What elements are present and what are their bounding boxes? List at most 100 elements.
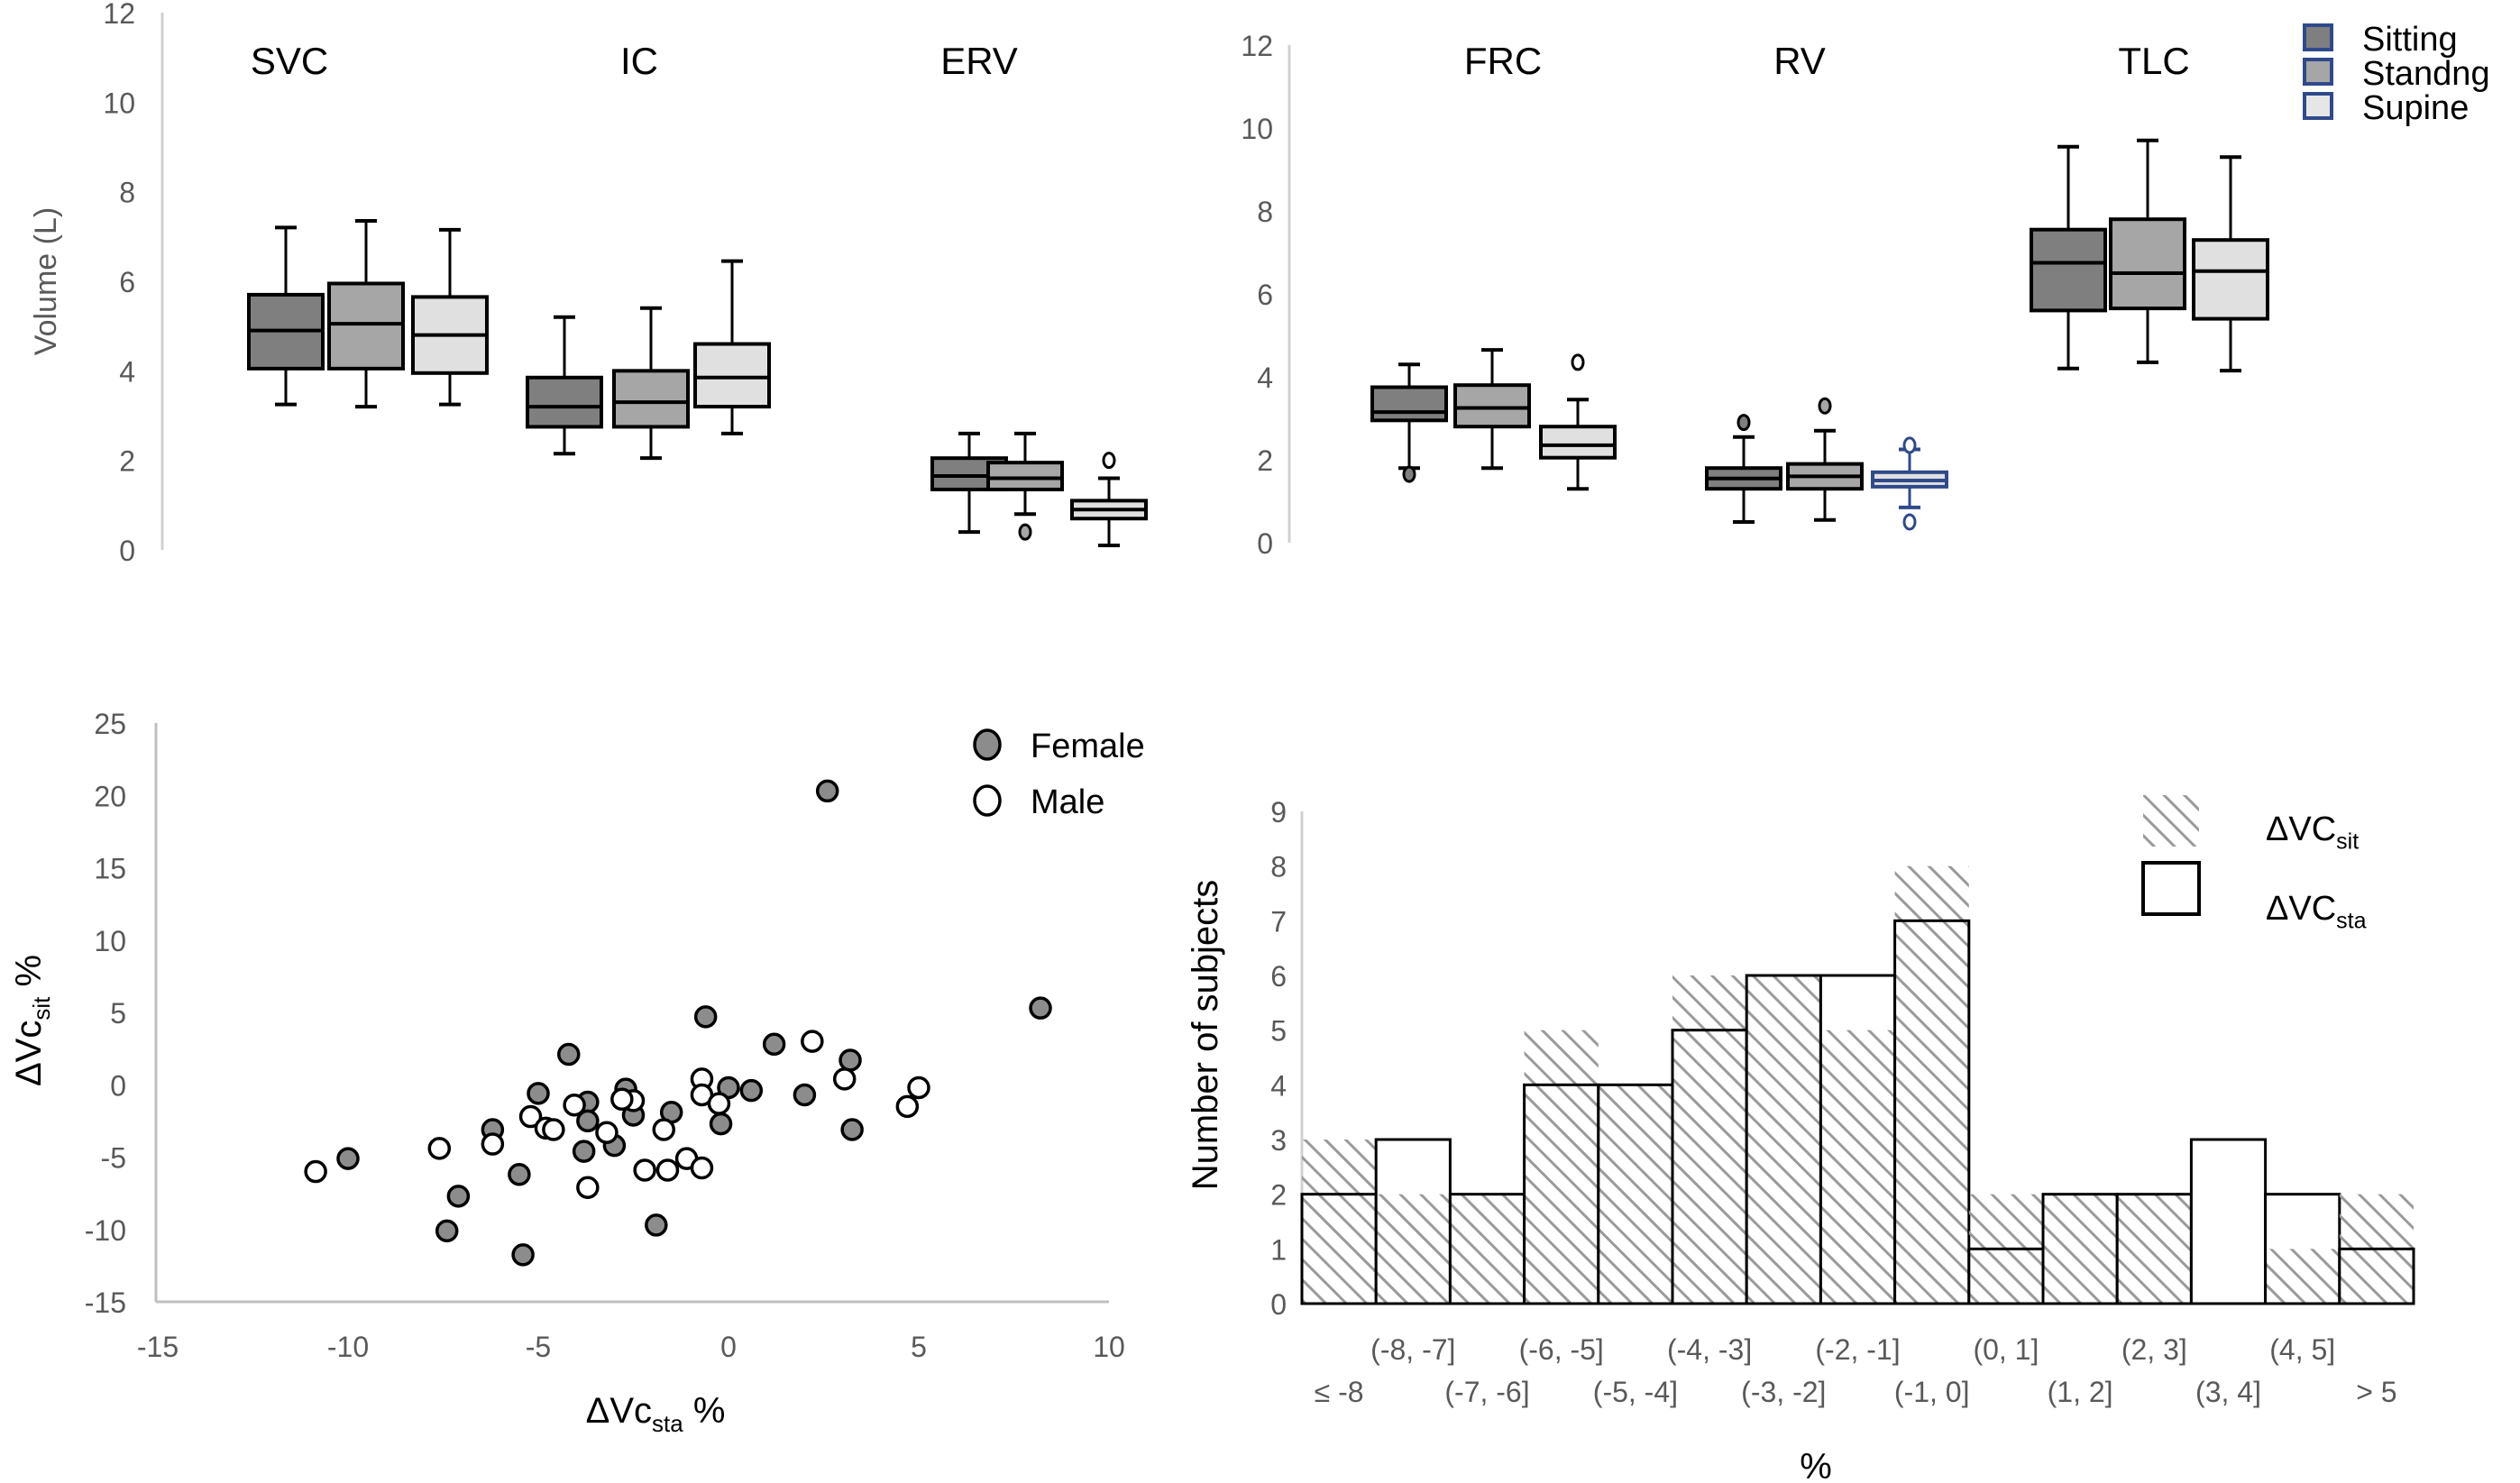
box-SVC-Sitting — [247, 225, 325, 407]
legend-swatch-sit — [2143, 795, 2199, 847]
legend-label-sit: ΔVCsit — [2266, 810, 2359, 855]
y-tick-label: 3 — [1270, 1124, 1287, 1157]
y-tick-label: 12 — [1241, 30, 1273, 62]
y-tick-label: 0 — [1270, 1288, 1287, 1321]
bar-sit — [1302, 1140, 1377, 1304]
bar-sit — [1746, 975, 1821, 1304]
point-female — [840, 1118, 864, 1141]
point-female — [739, 1078, 764, 1103]
box-iqr — [327, 281, 405, 371]
box-ERV-Standng — [986, 431, 1064, 541]
box-SVC-Standng — [327, 218, 405, 409]
legend-swatch-sta — [2141, 861, 2201, 916]
point-female — [336, 1147, 360, 1170]
x-tick-label: (0, 1] — [1973, 1333, 2039, 1366]
box-TLC-Standng — [2109, 138, 2186, 364]
point-male — [895, 1094, 920, 1119]
y-tick-label: 12 — [103, 0, 135, 30]
box-TLC-Sitting — [2030, 144, 2107, 371]
x-tick-label: ≤ -8 — [1315, 1376, 1364, 1408]
point-male — [576, 1176, 600, 1199]
point-female — [645, 1213, 668, 1237]
point-male — [304, 1159, 327, 1184]
y-tick-label: 10 — [94, 925, 126, 957]
bar-sta-fill — [2191, 1140, 2266, 1304]
bar-sit — [2117, 1194, 2192, 1304]
y-tick-label: 9 — [1270, 796, 1287, 828]
x-tick-label: (-8, -7] — [1370, 1333, 1455, 1366]
group-label: RV — [1773, 40, 1826, 82]
outlier-point — [1571, 353, 1585, 371]
box-IC-Standng — [612, 306, 690, 461]
box-iqr — [1539, 425, 1617, 460]
bar-sit — [1450, 1194, 1525, 1304]
y-tick-label: 0 — [110, 1069, 126, 1102]
box-iqr — [1453, 383, 1531, 429]
box-FRC-Sitting — [1370, 362, 1448, 483]
x-axis-title-sub: sta — [652, 1410, 683, 1437]
legend-label: Supine — [2362, 89, 2469, 127]
point-female — [511, 1243, 535, 1267]
x-tick-label: (1, 2] — [2048, 1376, 2113, 1408]
box-iqr — [1370, 385, 1448, 423]
y-axis-title: ΔVcsit % — [9, 955, 55, 1086]
x-tick-label: 5 — [911, 1331, 927, 1363]
x-tick-label: (4, 5] — [2269, 1333, 2335, 1366]
y-axis-title-main: ΔVc — [9, 1021, 49, 1086]
legend-swatch-Supine — [2303, 92, 2333, 120]
y-tick-label: -15 — [85, 1286, 126, 1319]
outlier-point — [1818, 397, 1832, 415]
y-tick-label: 20 — [94, 780, 126, 812]
y-tick-label: 15 — [94, 853, 126, 885]
y-tick-label: 1 — [1270, 1233, 1287, 1266]
histogram-panel: 0 1 2 3 4 5 6 7 8 9 ≤ -8(-8, -7] (-7, -6] (-6, -5] (-… — [1186, 795, 2415, 1483]
x-tick-label: (-7, -6] — [1444, 1376, 1529, 1408]
outlier-point — [1018, 523, 1032, 541]
group-label: ERV — [940, 40, 1018, 82]
y-tick-label: 0 — [1257, 527, 1273, 560]
y-axis-title: Number of subjects — [1186, 880, 1225, 1191]
boxplot-left-panel: 0 2 4 6 8 10 12 Volume (L) SVC IC ERV — [29, 0, 1148, 567]
point-female — [572, 1140, 596, 1163]
point-male — [655, 1158, 680, 1182]
x-tick-label: (-4, -3] — [1667, 1333, 1752, 1366]
y-tick-label: -5 — [101, 1142, 126, 1175]
y-tick-label: 5 — [1270, 1015, 1287, 1048]
box-iqr — [693, 342, 771, 409]
point-female — [508, 1163, 531, 1186]
box-IC-Supine — [693, 259, 771, 435]
x-tick-label: (-6, -5] — [1519, 1333, 1604, 1366]
y-tick-label: 4 — [1257, 362, 1273, 394]
box-iqr — [526, 375, 603, 429]
y-tick-label: 6 — [1270, 960, 1287, 993]
legend-marker-male — [973, 784, 1002, 817]
y-tick-label: 6 — [1257, 279, 1273, 311]
point-male — [907, 1076, 930, 1100]
point-female — [709, 1112, 733, 1136]
point-male — [801, 1030, 824, 1053]
point-female — [527, 1082, 550, 1105]
y-axis-title: Volume (L) — [29, 207, 63, 355]
outlier-point — [1902, 436, 1917, 454]
point-male — [610, 1087, 634, 1112]
legend-label-sit-main: ΔVC — [2266, 810, 2336, 848]
x-tick-label: (-3, -2] — [1741, 1376, 1826, 1408]
x-tick-label: -10 — [327, 1331, 369, 1363]
point-male — [427, 1137, 452, 1160]
point-female — [762, 1032, 786, 1057]
box-RV-Sitting — [1705, 414, 1782, 524]
x-tick-label: -5 — [526, 1331, 551, 1363]
box-RV-Standng — [1786, 397, 1864, 522]
point-female — [693, 1005, 718, 1029]
y-tick-label: 6 — [119, 266, 135, 298]
group-label: FRC — [1464, 40, 1542, 82]
x-tick-label: (3, 4] — [2195, 1376, 2261, 1408]
x-tick-label: (-5, -4] — [1593, 1376, 1678, 1408]
x-axis-title-suffix: % — [683, 1391, 726, 1431]
point-female — [576, 1109, 600, 1133]
legend-marker-female — [973, 728, 1002, 761]
y-tick-label: 4 — [119, 355, 135, 388]
group-label: TLC — [2118, 40, 2189, 82]
point-male — [633, 1158, 656, 1182]
